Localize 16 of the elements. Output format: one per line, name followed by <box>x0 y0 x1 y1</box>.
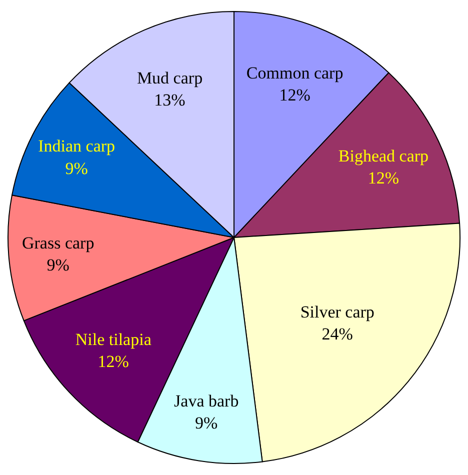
slice-label: Common carp <box>246 63 344 82</box>
data-label: 9% <box>65 158 88 178</box>
slice-label: Java barb <box>174 391 239 410</box>
slice-label: Nile tilapia <box>75 330 152 350</box>
data-label: 13% <box>154 90 186 110</box>
data-label: 12% <box>98 352 129 372</box>
slice-label: Bighead carp <box>338 146 429 166</box>
data-label: 24% <box>322 324 353 344</box>
slice-label: Silver carp <box>300 302 374 322</box>
slice-label: Indian carp <box>38 136 116 156</box>
data-label: 12% <box>279 85 310 104</box>
slice-label: Mud carp <box>136 68 203 88</box>
slice-label: Grass carp <box>22 234 94 253</box>
data-label: 9% <box>195 414 218 433</box>
data-label: 12% <box>368 168 400 188</box>
data-label: 9% <box>46 256 70 275</box>
